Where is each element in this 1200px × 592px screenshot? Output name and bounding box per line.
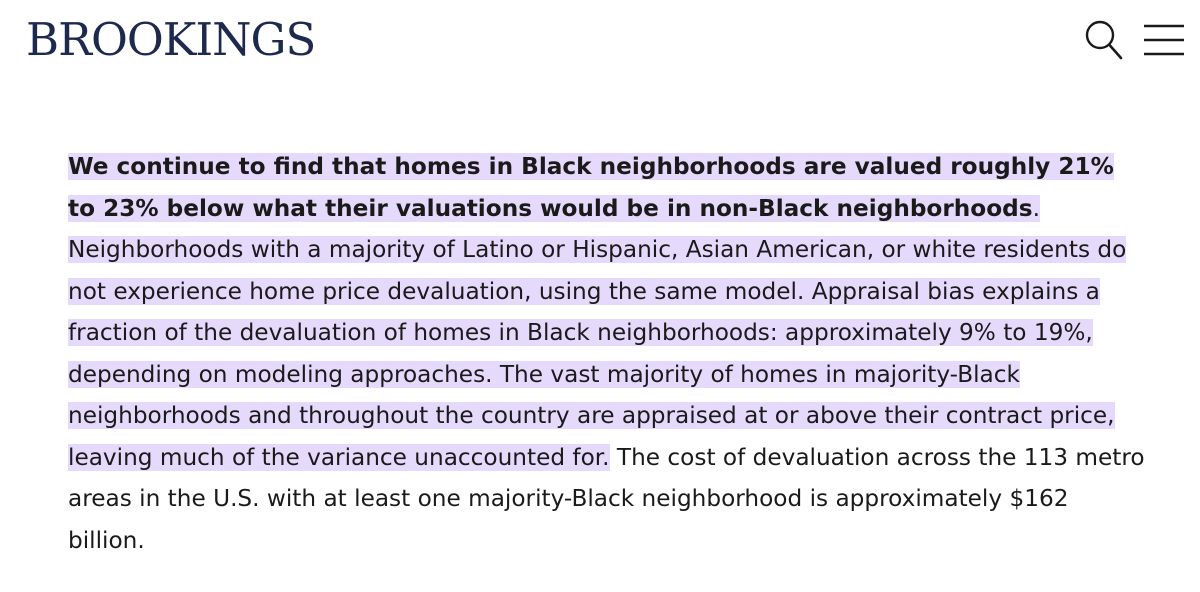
unhighlighted-passage: The cost of devaluation across the 113 m…	[68, 443, 1145, 554]
highlighted-key-finding: We continue to find that homes in Black …	[68, 153, 1114, 222]
search-icon[interactable]	[1084, 18, 1124, 67]
highlighted-passage: Neighborhoods with a majority of Latino …	[68, 236, 1127, 471]
hamburger-menu-icon[interactable]	[1142, 20, 1186, 65]
article-paragraph: We continue to find that homes in Black …	[68, 146, 1148, 561]
highlighted-period: .	[1032, 194, 1040, 222]
site-header: BROOKINGS	[0, 0, 1200, 90]
brookings-logo[interactable]: BROOKINGS	[26, 13, 316, 66]
header-actions	[1084, 18, 1186, 66]
